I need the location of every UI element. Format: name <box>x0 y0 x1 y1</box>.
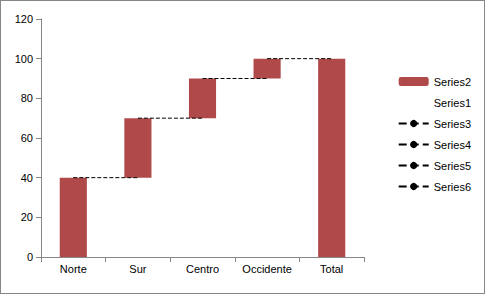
svg-text:Series5: Series5 <box>434 160 471 172</box>
svg-text:Series1: Series1 <box>434 97 471 109</box>
svg-text:Series6: Series6 <box>434 181 471 193</box>
svg-text:60: 60 <box>21 132 33 144</box>
svg-text:Occidente: Occidente <box>242 263 292 275</box>
svg-text:Total: Total <box>320 263 343 275</box>
svg-text:20: 20 <box>21 211 33 223</box>
svg-text:Sur: Sur <box>129 263 146 275</box>
svg-text:0: 0 <box>27 251 33 263</box>
svg-text:Series4: Series4 <box>434 139 471 151</box>
svg-text:100: 100 <box>15 53 33 65</box>
svg-text:Norte: Norte <box>60 263 87 275</box>
svg-text:80: 80 <box>21 92 33 104</box>
svg-text:Series3: Series3 <box>434 118 471 130</box>
svg-text:Centro: Centro <box>186 263 219 275</box>
svg-text:40: 40 <box>21 172 33 184</box>
svg-text:120: 120 <box>15 13 33 25</box>
svg-text:Series2: Series2 <box>434 76 471 88</box>
